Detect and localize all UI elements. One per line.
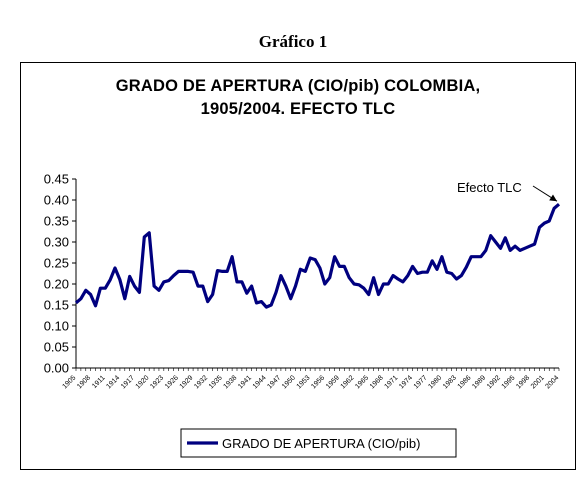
x-tick-label: 1959 [325, 374, 341, 390]
x-tick-label: 1989 [471, 374, 487, 390]
x-tick-label: 1995 [501, 374, 517, 390]
x-tick-label: 1980 [427, 374, 443, 390]
x-tick-label: 1908 [76, 374, 92, 390]
x-tick-label: 1941 [237, 374, 253, 390]
x-tick-label: 1998 [515, 374, 531, 390]
x-tick-label: 1977 [413, 374, 429, 390]
x-tick-label: 1929 [179, 374, 195, 390]
x-tick-label: 2004 [544, 374, 560, 390]
chart-frame [20, 62, 576, 470]
x-tick-label: 1914 [105, 374, 121, 390]
y-tick-label: 0.10 [44, 319, 69, 334]
x-tick-label: 1923 [149, 374, 165, 390]
legend: GRADO DE APERTURA (CIO/pib) [180, 428, 457, 458]
x-tick-label: 1920 [135, 374, 151, 390]
x-tick-label: 1974 [398, 374, 414, 390]
x-tick-label: 1935 [208, 374, 224, 390]
x-tick-label: 1992 [486, 374, 502, 390]
legend-box [180, 428, 457, 458]
y-tick-label: 0.30 [44, 235, 69, 250]
y-tick-label: 0.40 [44, 193, 69, 208]
legend-label: GRADO DE APERTURA (CIO/pib) [222, 436, 420, 451]
x-tick-label: 1983 [442, 374, 458, 390]
annotation-layer: Efecto TLC [457, 180, 558, 202]
x-tick-label: 1932 [193, 374, 209, 390]
y-tick-label: 0.05 [44, 340, 69, 355]
x-tick-label: 1947 [266, 374, 282, 390]
x-tick-label: 2001 [530, 374, 546, 390]
x-tick-label: 1905 [61, 374, 77, 390]
x-tick-label: 1938 [222, 374, 238, 390]
x-tick-label: 1965 [354, 374, 370, 390]
y-tick-label: 0.25 [44, 256, 69, 271]
x-tick-label: 1971 [383, 374, 399, 390]
x-tick-label: 1968 [369, 374, 385, 390]
y-tick-label: 0.15 [44, 298, 69, 313]
x-tick-label: 1944 [252, 374, 268, 390]
x-tick-label: 1950 [281, 374, 297, 390]
chart-title-line1: GRADO DE APERTURA (CIO/pib) COLOMBIA, [115, 77, 481, 95]
x-tick-label: 1986 [457, 374, 473, 390]
annotation-efecto-tlc: Efecto TLC [457, 180, 522, 195]
y-tick-label: 0.00 [44, 361, 69, 376]
chart-title-line2: 1905/2004. EFECTO TLC [200, 100, 396, 118]
y-axis: 0.00 0.05 0.10 0.15 0.20 0.25 0.30 0.35 0.40 0.45 [44, 172, 77, 376]
x-tick-label: 1962 [340, 374, 356, 390]
x-tick-label: 1956 [310, 374, 326, 390]
x-tick-label: 1953 [296, 374, 312, 390]
series-layer [74, 202, 561, 309]
figure-caption: Gráfico 1 [258, 32, 328, 51]
y-tick-label: 0.35 [44, 214, 69, 229]
series-line-grado-apertura [74, 202, 561, 309]
x-tick-label: 1926 [164, 374, 180, 390]
y-tick-label: 0.45 [44, 172, 69, 187]
x-tick-label: 1917 [120, 374, 136, 390]
annotation-arrow-head [549, 194, 557, 202]
x-tick-label: 1911 [91, 374, 107, 390]
y-tick-label: 0.20 [44, 277, 69, 292]
